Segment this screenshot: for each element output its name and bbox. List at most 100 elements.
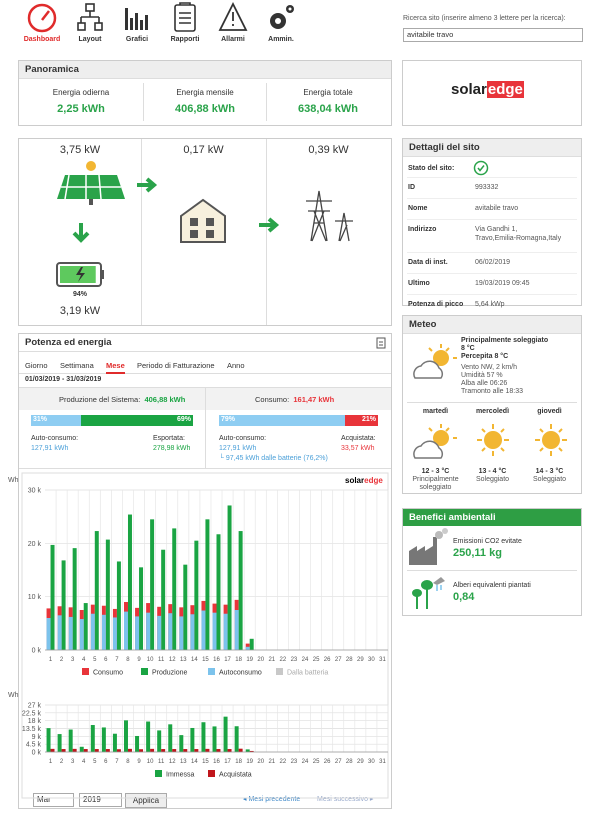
x-tick-label: 28	[346, 759, 353, 765]
status-ok-icon	[473, 160, 489, 176]
month-select[interactable]: Mar	[33, 793, 74, 807]
bar	[124, 720, 128, 752]
logo-text: edge	[364, 476, 383, 485]
divider	[407, 570, 577, 571]
grid-power: 0,39 kW	[308, 144, 349, 156]
bar	[238, 748, 243, 752]
bar	[216, 534, 221, 650]
x-tick-label: 2	[60, 657, 64, 663]
year-select[interactable]: 2019	[79, 793, 122, 807]
label: Consumo:	[255, 395, 290, 404]
nav-item[interactable]: Allarmi	[221, 36, 245, 43]
nav-item[interactable]: Dashboard	[23, 36, 61, 43]
x-tick-label: 7	[115, 657, 119, 663]
nav-item[interactable]: Layout	[78, 36, 102, 43]
flow-panel: 3,75 kW 0,17 kW 0,39 kW 94% 3,19 kW	[18, 138, 392, 326]
tree-icon	[412, 577, 445, 609]
summary-label: Consumo: 161,47 kWh	[255, 395, 334, 404]
bar	[112, 617, 117, 650]
bar	[112, 733, 117, 752]
x-tick-label: 20	[257, 759, 264, 765]
apply-button[interactable]: Applica	[125, 793, 167, 808]
next-link[interactable]: Mesi successivo ▸	[317, 796, 374, 803]
split-label: Auto-consumo:	[31, 435, 79, 442]
x-tick-label: 24	[302, 759, 309, 765]
tab[interactable]: Anno	[227, 361, 245, 370]
logo-text: solar	[451, 81, 487, 98]
weather-icon	[477, 424, 509, 456]
x-tick-label: 29	[357, 759, 364, 765]
nav-item[interactable]: Grafici	[125, 36, 149, 43]
pv-power: 3,75 kW	[59, 144, 101, 156]
link-text[interactable]: Mesi successivo	[317, 796, 368, 803]
detail-value: 06/02/2019	[475, 259, 511, 266]
bar	[124, 611, 128, 650]
tab[interactable]: Giorno	[25, 361, 48, 370]
bar	[190, 727, 195, 752]
bar	[183, 749, 188, 752]
x-tick-label: 3	[71, 759, 75, 765]
detail-label: Stato del sito:	[408, 165, 455, 172]
detail-label: Indirizzo	[408, 226, 437, 233]
export-icon[interactable]	[376, 337, 386, 349]
legend-swatch	[155, 770, 162, 777]
layout-icon[interactable]	[77, 3, 103, 31]
bar	[83, 749, 88, 752]
logo-text: solar	[345, 476, 364, 485]
weather-icon	[413, 344, 457, 379]
grid-icon	[306, 190, 353, 242]
weather-wind: Vento NW, 2 km/h	[461, 364, 518, 371]
panel-title: Benefici ambientali	[403, 509, 581, 526]
divider	[407, 402, 577, 403]
legend-swatch	[82, 668, 89, 675]
divider	[407, 198, 577, 199]
house-icon	[180, 198, 226, 243]
charts-icon[interactable]	[125, 8, 148, 30]
tab[interactable]: Mese	[106, 361, 125, 374]
x-tick-label: 23	[291, 759, 298, 765]
bar	[135, 735, 140, 752]
bar	[168, 613, 173, 650]
x-tick-label: 19	[246, 657, 253, 663]
prev-link[interactable]: ◂ Mesi precedente	[243, 796, 301, 803]
split-label: 21%	[361, 416, 376, 423]
panel-title: Potenza ed energia	[19, 334, 391, 352]
alarms-icon[interactable]	[218, 1, 248, 31]
bar	[161, 749, 166, 752]
bar	[68, 616, 73, 650]
bar	[157, 615, 162, 650]
x-tick-label: 12	[169, 759, 176, 765]
bar	[227, 505, 232, 650]
y-tick-label: 30 k	[28, 488, 42, 495]
dashboard-icon[interactable]	[27, 3, 57, 33]
search-label: Ricerca sito (inserire almeno 3 lettere …	[403, 15, 566, 22]
reports-icon[interactable]	[174, 2, 196, 32]
panel-title: Dettagli del sito	[403, 139, 581, 157]
nav-item[interactable]: Rapporti	[170, 36, 200, 43]
detail-label: Nome	[408, 205, 428, 212]
bar	[50, 748, 55, 752]
link-text[interactable]: Mesi precedente	[248, 796, 301, 803]
split-value: 127,91 kWh	[219, 445, 257, 452]
bar	[94, 749, 99, 752]
bar	[139, 567, 144, 650]
admin-icon[interactable]	[270, 5, 294, 29]
legend-swatch	[208, 770, 215, 777]
tab[interactable]: Periodo di Fatturazione	[137, 361, 215, 370]
legend-label: Autoconsumo	[219, 670, 262, 677]
search-input[interactable]: avitabile travo	[403, 28, 583, 42]
x-tick-label: 1	[49, 657, 53, 663]
y-tick-label: 9 k	[32, 734, 42, 741]
tab[interactable]: Settimana	[60, 361, 94, 370]
y-tick-label: 20 k	[28, 541, 42, 548]
detail-value: 993332	[475, 184, 499, 191]
bar	[172, 528, 177, 650]
bar	[194, 749, 199, 752]
legend-swatch	[208, 668, 215, 675]
x-tick-label: 30	[368, 657, 375, 663]
x-tick-label: 10	[147, 759, 154, 765]
nav-item[interactable]: Ammin.	[268, 36, 294, 43]
x-tick-label: 27	[335, 657, 342, 663]
detail-label: Ultimo	[408, 280, 430, 287]
forecast-condition: soleggiato	[419, 484, 452, 491]
